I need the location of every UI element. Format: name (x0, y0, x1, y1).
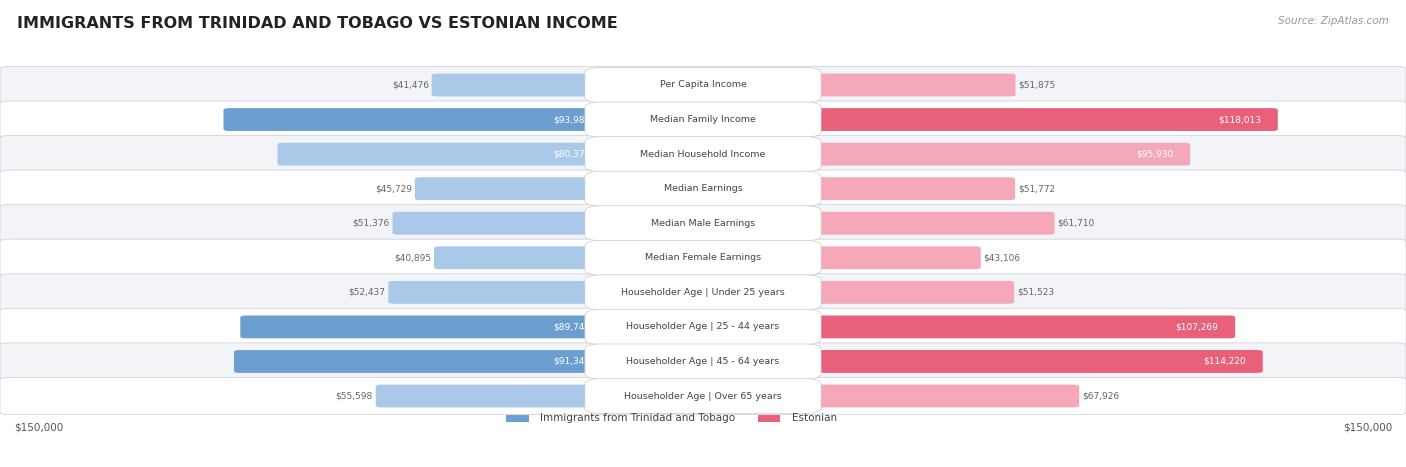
FancyBboxPatch shape (585, 68, 821, 102)
FancyBboxPatch shape (0, 135, 1406, 173)
Text: $52,437: $52,437 (349, 288, 385, 297)
Bar (758, 415, 780, 422)
Text: $95,930: $95,930 (1136, 149, 1174, 159)
FancyBboxPatch shape (0, 377, 1406, 415)
FancyBboxPatch shape (0, 101, 1406, 138)
Text: $51,772: $51,772 (1018, 184, 1054, 193)
FancyBboxPatch shape (0, 170, 1406, 207)
Text: $51,523: $51,523 (1017, 288, 1054, 297)
FancyBboxPatch shape (0, 66, 1406, 104)
Text: Estonian: Estonian (792, 413, 837, 423)
Text: Median Male Earnings: Median Male Earnings (651, 219, 755, 228)
Text: Householder Age | Over 65 years: Householder Age | Over 65 years (624, 391, 782, 401)
FancyBboxPatch shape (585, 206, 821, 241)
Text: $41,476: $41,476 (392, 80, 429, 90)
FancyBboxPatch shape (585, 137, 821, 171)
Text: $51,376: $51,376 (353, 219, 389, 228)
FancyBboxPatch shape (799, 350, 1263, 373)
FancyBboxPatch shape (0, 274, 1406, 311)
FancyBboxPatch shape (585, 310, 821, 344)
FancyBboxPatch shape (799, 212, 1054, 234)
Text: Source: ZipAtlas.com: Source: ZipAtlas.com (1278, 16, 1389, 26)
Text: Householder Age | 25 - 44 years: Householder Age | 25 - 44 years (627, 322, 779, 332)
FancyBboxPatch shape (585, 102, 821, 137)
Text: $51,875: $51,875 (1018, 80, 1056, 90)
Text: Median Household Income: Median Household Income (640, 149, 766, 159)
FancyBboxPatch shape (585, 171, 821, 206)
FancyBboxPatch shape (233, 350, 607, 373)
Text: $93,988: $93,988 (554, 115, 591, 124)
Text: Median Family Income: Median Family Income (650, 115, 756, 124)
FancyBboxPatch shape (799, 177, 1015, 200)
FancyBboxPatch shape (0, 239, 1406, 276)
Text: $67,926: $67,926 (1083, 391, 1119, 401)
FancyBboxPatch shape (585, 241, 821, 275)
Bar (506, 415, 529, 422)
FancyBboxPatch shape (240, 316, 607, 338)
FancyBboxPatch shape (0, 205, 1406, 242)
FancyBboxPatch shape (799, 281, 1014, 304)
Text: $61,710: $61,710 (1057, 219, 1095, 228)
FancyBboxPatch shape (434, 247, 607, 269)
Text: Householder Age | Under 25 years: Householder Age | Under 25 years (621, 288, 785, 297)
Text: Median Earnings: Median Earnings (664, 184, 742, 193)
Text: Median Female Earnings: Median Female Earnings (645, 253, 761, 262)
FancyBboxPatch shape (224, 108, 607, 131)
Text: $45,729: $45,729 (375, 184, 412, 193)
Text: $118,013: $118,013 (1218, 115, 1261, 124)
Text: $89,748: $89,748 (554, 322, 591, 332)
FancyBboxPatch shape (799, 385, 1080, 407)
FancyBboxPatch shape (277, 143, 607, 165)
Text: $91,347: $91,347 (554, 357, 591, 366)
Text: $150,000: $150,000 (1343, 423, 1392, 432)
FancyBboxPatch shape (799, 316, 1234, 338)
Text: $107,269: $107,269 (1175, 322, 1218, 332)
FancyBboxPatch shape (799, 108, 1278, 131)
Text: Householder Age | 45 - 64 years: Householder Age | 45 - 64 years (627, 357, 779, 366)
FancyBboxPatch shape (375, 385, 607, 407)
FancyBboxPatch shape (432, 74, 607, 96)
FancyBboxPatch shape (415, 177, 607, 200)
Text: $150,000: $150,000 (14, 423, 63, 432)
Text: Immigrants from Trinidad and Tobago: Immigrants from Trinidad and Tobago (540, 413, 735, 423)
FancyBboxPatch shape (799, 74, 1015, 96)
FancyBboxPatch shape (585, 379, 821, 413)
FancyBboxPatch shape (799, 247, 981, 269)
FancyBboxPatch shape (392, 212, 607, 234)
Text: $114,220: $114,220 (1204, 357, 1246, 366)
Text: $43,106: $43,106 (984, 253, 1021, 262)
FancyBboxPatch shape (799, 143, 1191, 165)
FancyBboxPatch shape (0, 308, 1406, 346)
FancyBboxPatch shape (585, 275, 821, 310)
FancyBboxPatch shape (585, 344, 821, 379)
Text: Per Capita Income: Per Capita Income (659, 80, 747, 90)
Text: $80,373: $80,373 (554, 149, 591, 159)
Text: $40,895: $40,895 (394, 253, 432, 262)
Text: $55,598: $55,598 (336, 391, 373, 401)
Text: IMMIGRANTS FROM TRINIDAD AND TOBAGO VS ESTONIAN INCOME: IMMIGRANTS FROM TRINIDAD AND TOBAGO VS E… (17, 16, 617, 31)
FancyBboxPatch shape (0, 343, 1406, 380)
FancyBboxPatch shape (388, 281, 607, 304)
